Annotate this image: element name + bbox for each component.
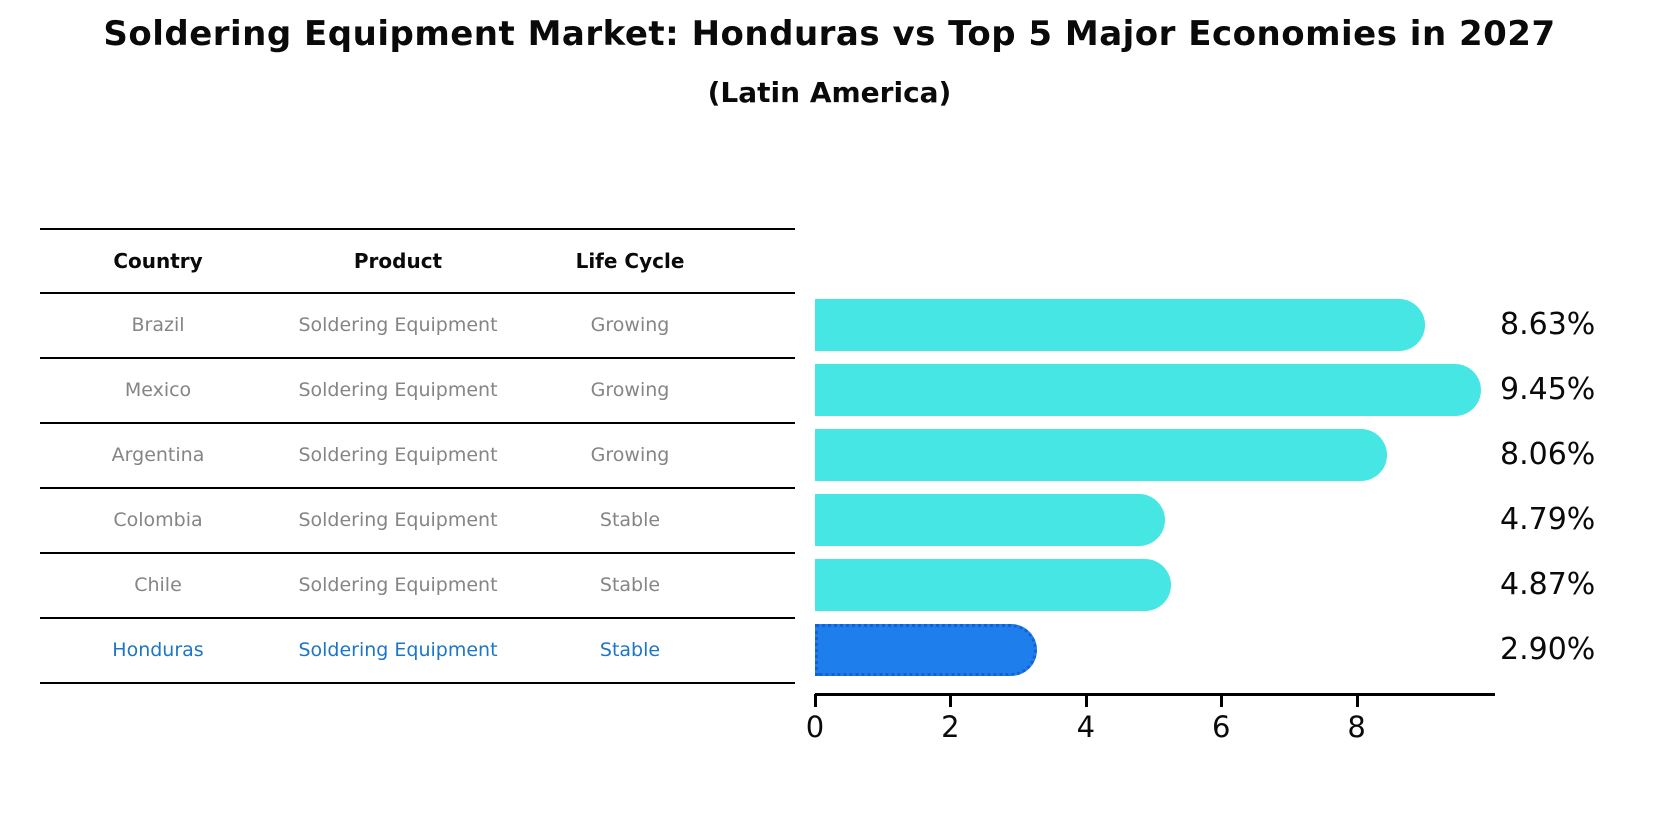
table-header-row: Country Product Life Cycle [40, 228, 795, 293]
row-divider [40, 487, 795, 489]
bar-colombia [815, 494, 1166, 546]
x-axis-tick [1084, 694, 1088, 707]
value-label-mexico: 9.45% [1500, 372, 1596, 407]
bar-brazil [815, 299, 1426, 351]
x-axis-tick [1220, 694, 1224, 707]
cell-country: Chile [134, 573, 182, 596]
cell-product: Soldering Equipment [298, 443, 498, 466]
chart-subtitle: (Latin America) [707, 76, 952, 109]
value-label-chile: 4.87% [1500, 567, 1596, 602]
cell-product: Soldering Equipment [298, 313, 498, 336]
cell-life-cycle: Growing [590, 443, 670, 466]
table-row-colombia: Colombia Soldering Equipment Stable [40, 487, 795, 552]
bar-argentina [815, 429, 1387, 481]
value-label-brazil: 8.63% [1500, 307, 1596, 342]
x-axis-tick-label: 2 [941, 710, 960, 744]
cell-life-cycle: Stable [599, 573, 661, 596]
x-axis-line [815, 693, 1495, 696]
table-row-brazil: Brazil Soldering Equipment Growing [40, 292, 795, 357]
cell-country: Brazil [131, 313, 185, 336]
cell-country: Honduras [112, 638, 204, 661]
column-header-product: Product [353, 248, 443, 273]
row-divider [40, 552, 795, 554]
cell-country: Mexico [124, 378, 192, 401]
x-axis-tick [949, 694, 953, 707]
value-label-colombia: 4.79% [1500, 502, 1596, 537]
row-divider [40, 422, 795, 424]
cell-life-cycle: Growing [590, 313, 670, 336]
table-row-chile: Chile Soldering Equipment Stable [40, 552, 795, 617]
cell-life-cycle: Stable [599, 508, 661, 531]
x-axis-tick-label: 8 [1347, 710, 1366, 744]
table-border-top [40, 228, 795, 230]
cell-country: Colombia [113, 508, 203, 531]
bar-chile [815, 559, 1171, 611]
table-header-divider [40, 292, 795, 294]
x-axis-tick-label: 6 [1211, 710, 1231, 744]
value-label-argentina: 8.06% [1500, 437, 1596, 472]
value-label-honduras: 2.90% [1500, 632, 1596, 667]
column-header-country: Country [113, 248, 203, 273]
cell-product: Soldering Equipment [298, 573, 498, 596]
bar-honduras-highlighted [815, 624, 1038, 676]
table-border-bottom [40, 682, 795, 684]
row-divider [40, 357, 795, 359]
x-axis-tick [1355, 694, 1359, 707]
cell-country: Argentina [111, 443, 205, 466]
table-row-mexico: Mexico Soldering Equipment Growing [40, 357, 795, 422]
cell-product: Soldering Equipment [298, 378, 498, 401]
chart-title: Soldering Equipment Market: Honduras vs … [103, 14, 1556, 54]
country-table: Country Product Life Cycle Brazil Solder… [40, 228, 795, 684]
x-axis-tick [814, 694, 817, 707]
cell-life-cycle: Stable [599, 638, 661, 661]
row-divider [40, 617, 795, 619]
table-row-argentina: Argentina Soldering Equipment Growing [40, 422, 795, 487]
x-axis-tick-label: 4 [1076, 710, 1096, 744]
x-axis-tick-label: 0 [805, 710, 825, 744]
cell-life-cycle: Growing [590, 378, 670, 401]
cell-product: Soldering Equipment [298, 508, 498, 531]
bar-mexico [815, 364, 1481, 416]
column-header-life-cycle: Life Cycle [575, 248, 685, 273]
cell-product: Soldering Equipment [298, 638, 498, 661]
table-row-honduras: Honduras Soldering Equipment Stable [40, 617, 795, 682]
